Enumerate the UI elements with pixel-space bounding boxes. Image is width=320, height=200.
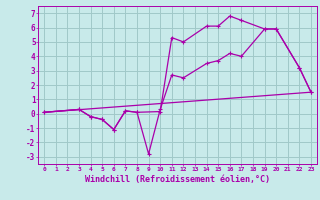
- X-axis label: Windchill (Refroidissement éolien,°C): Windchill (Refroidissement éolien,°C): [85, 175, 270, 184]
